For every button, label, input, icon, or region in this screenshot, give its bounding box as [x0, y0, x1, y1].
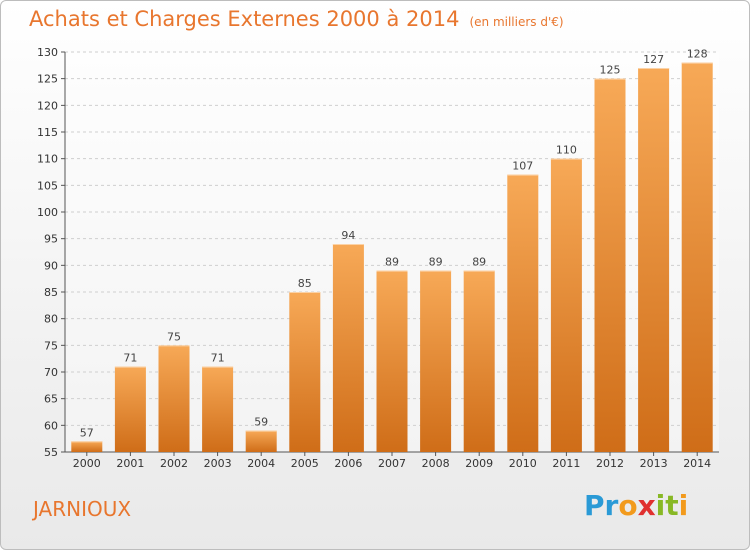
unit-label: (en milliers d'€) [469, 15, 564, 29]
data-label: 107 [512, 160, 533, 173]
data-label: 89 [472, 256, 486, 269]
x-tick-label: 2007 [378, 457, 406, 470]
x-tick-label: 2000 [73, 457, 101, 470]
x-tick-label: 2001 [116, 457, 144, 470]
y-tick-label: 100 [37, 206, 58, 219]
bar [158, 345, 190, 452]
proxiti-logo: Proxiti [584, 489, 688, 522]
logo-letter: r [604, 489, 619, 522]
logo-letter: i [655, 489, 666, 522]
chart-title: Achats et Charges Externes 2000 à 2014 (e… [29, 7, 564, 31]
bar [289, 292, 321, 452]
data-label: 85 [298, 277, 312, 290]
y-tick-label: 55 [44, 446, 58, 459]
bar [202, 366, 234, 452]
y-tick-label: 115 [37, 126, 58, 139]
bar [638, 68, 670, 452]
logo-letter: x [637, 489, 656, 522]
y-tick-label: 80 [44, 313, 58, 326]
data-label: 89 [385, 256, 399, 269]
x-tick-label: 2005 [291, 457, 319, 470]
commune-name: JARNIOUX [33, 497, 132, 521]
bar [463, 270, 495, 452]
x-tick-label: 2014 [683, 457, 711, 470]
bar [681, 62, 713, 453]
logo-letter: o [618, 489, 638, 522]
x-tick-label: 2004 [247, 457, 275, 470]
bar [594, 78, 626, 453]
y-tick-label: 95 [44, 233, 58, 246]
x-tick-label: 2010 [509, 457, 537, 470]
data-label: 71 [211, 352, 225, 365]
title-text: Achats et Charges Externes 2000 à 2014 [29, 7, 460, 31]
bar [332, 244, 364, 452]
data-label: 125 [600, 64, 621, 77]
logo-letter: t [665, 489, 679, 522]
bar [420, 270, 452, 452]
data-label: 71 [123, 352, 137, 365]
x-tick-label: 2011 [552, 457, 580, 470]
x-tick-label: 2002 [160, 457, 188, 470]
data-label: 89 [429, 256, 443, 269]
y-tick-label: 75 [44, 339, 58, 352]
x-tick-label: 2003 [204, 457, 232, 470]
y-tick-label: 110 [37, 153, 58, 166]
logo-letter: i [678, 489, 689, 522]
y-tick-label: 105 [37, 179, 58, 192]
bar [507, 174, 539, 452]
x-tick-label: 2012 [596, 457, 624, 470]
bar [71, 441, 103, 452]
x-tick-label: 2009 [465, 457, 493, 470]
y-tick-label: 70 [44, 366, 58, 379]
x-tick-label: 2006 [334, 457, 362, 470]
y-tick-label: 85 [44, 286, 58, 299]
bar [550, 158, 582, 452]
data-label: 75 [167, 330, 181, 343]
data-label: 110 [556, 144, 577, 157]
bar [114, 366, 146, 452]
y-tick-label: 90 [44, 259, 58, 272]
y-tick-label: 60 [44, 419, 58, 432]
x-tick-label: 2008 [422, 457, 450, 470]
data-label: 94 [341, 229, 355, 242]
y-tick-label: 130 [37, 46, 58, 59]
bar [245, 430, 277, 452]
y-tick-label: 65 [44, 393, 58, 406]
y-tick-label: 125 [37, 73, 58, 86]
bar [376, 270, 408, 452]
x-tick-label: 2013 [640, 457, 668, 470]
data-label: 59 [254, 416, 268, 429]
logo-letter: P [584, 489, 605, 522]
data-label: 57 [80, 426, 94, 439]
y-tick-label: 120 [37, 99, 58, 112]
data-label: 127 [643, 53, 664, 66]
data-label: 128 [687, 48, 708, 61]
